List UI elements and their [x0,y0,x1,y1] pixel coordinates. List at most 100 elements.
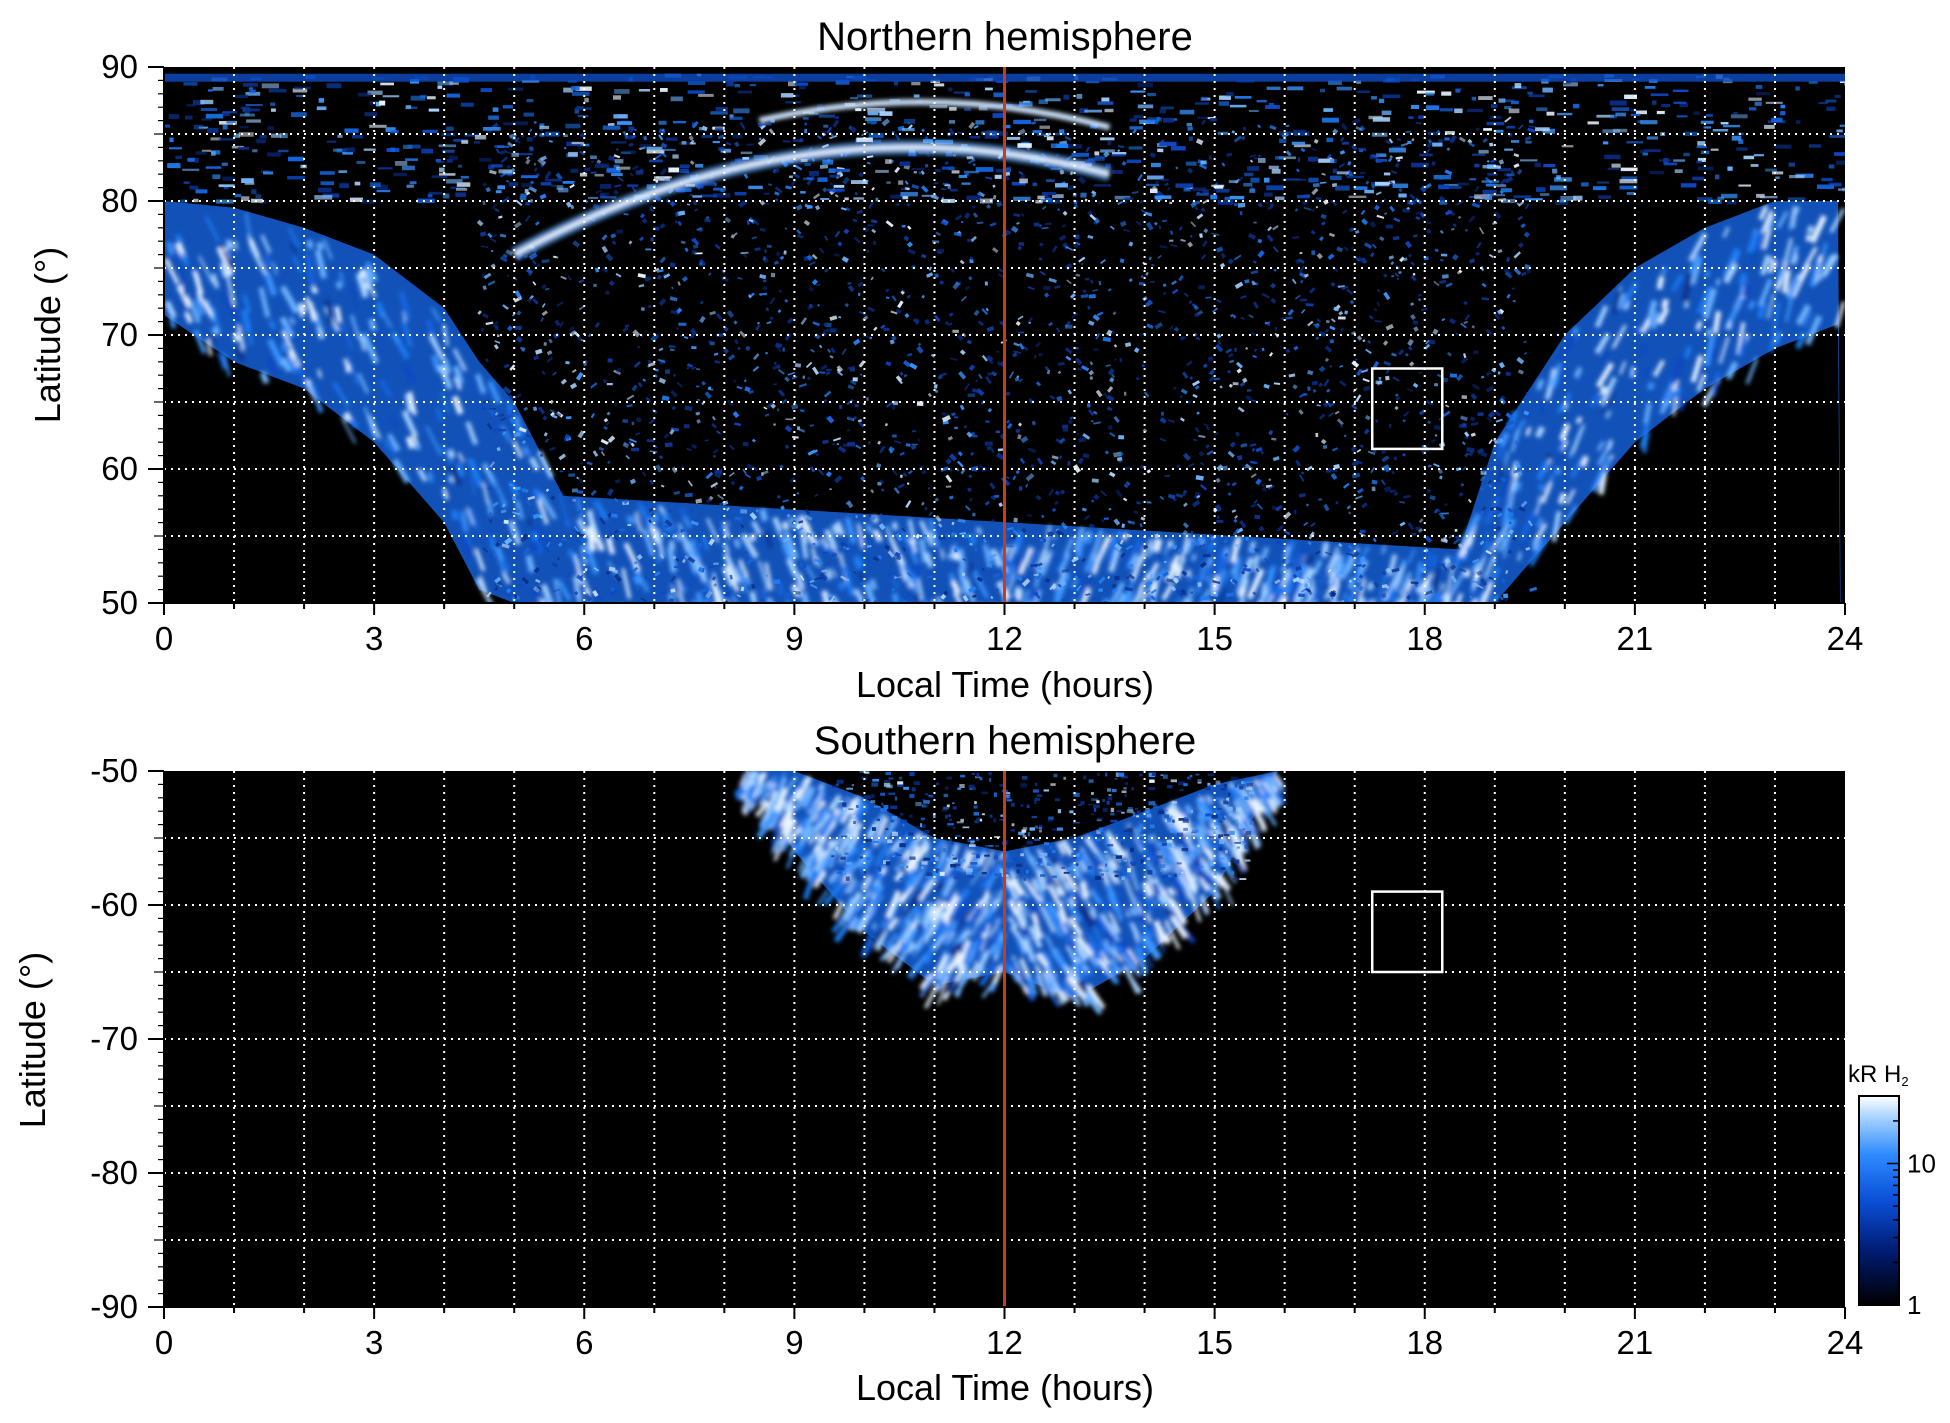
north-speckle [828,596,835,601]
north-polar-speckle [1258,158,1266,163]
north-polar-speckle [1398,193,1407,198]
north-band-streak [428,470,434,483]
north-speckle [599,517,606,526]
north-polar-speckle [1635,110,1647,115]
north-speckle [1252,260,1257,264]
north-polar-speckle [1642,152,1648,156]
north-polar-speckle [369,124,387,128]
north-speckle [765,351,768,355]
north-polar-speckle [1408,116,1414,119]
north-polar-speckle [729,116,743,120]
north-band-streak [606,536,615,554]
north-speckle [1170,495,1177,502]
north-band-streak [1290,570,1304,602]
north-speckle [509,364,516,371]
north-polar-speckle [356,161,366,164]
north-speckle [648,507,654,513]
north-band-streak [1733,248,1741,258]
north-polar-speckle [1271,168,1281,174]
north-speckle [1179,589,1187,596]
north-speckle [522,546,531,556]
north-speckle [1479,487,1485,492]
north-speckle [1123,228,1130,233]
north-speckle [1399,521,1406,527]
north-band-streak [776,581,785,597]
north-speckle [1093,421,1101,425]
north-polar-speckle [1775,176,1780,179]
north-speckle [546,356,554,364]
north-speckle [1388,255,1395,260]
north-speckle [541,310,548,317]
north-speckle [568,473,576,477]
north-speckle [1488,439,1493,445]
north-speckle [1419,566,1427,573]
north-panel: Northern hemisphere 0 3 6 9 12 15 18 21 24506070… [27,15,1863,705]
north-speckle [1359,125,1366,132]
north-polar-speckle [1250,177,1260,183]
north-speckle [1440,538,1449,544]
north-speckle [1420,307,1428,311]
north-speckle [927,392,932,398]
north-speckle [1246,389,1252,392]
north-speckle [853,338,861,346]
north-polar-speckle [900,191,918,197]
north-speckle [1312,182,1320,188]
north-speckle [890,587,896,592]
north-band-streak [900,530,916,553]
north-polar-speckle [407,144,421,149]
north-speckle [1272,455,1280,462]
north-band-streak [1611,324,1627,349]
north-polar-speckle [1427,131,1439,136]
north-speckle [779,464,784,469]
north-band-streak [1013,586,1022,598]
north-polar-speckle [237,147,249,150]
north-band-streak [1528,538,1548,567]
north-speckle [1173,386,1177,390]
north-polar-speckle [606,167,618,173]
north-band-streak [844,517,857,544]
north-speckle [1474,185,1480,193]
north-speckle [1293,345,1299,351]
north-polar-speckle [668,167,680,173]
north-polar-speckle [215,199,234,204]
north-speckle [526,156,530,160]
north-speckle [1044,292,1050,298]
north-speckle [814,204,821,211]
north-polar-speckle [798,86,806,90]
north-polar-speckle [1046,179,1055,182]
north-speckle [1123,391,1127,396]
north-speckle [1330,318,1336,323]
north-speckle [696,385,700,388]
north-polar-speckle [405,158,418,161]
north-speckle [1340,327,1345,332]
north-polar-speckle [1371,132,1388,137]
north-polar-speckle [1683,152,1690,157]
north-speckle [615,367,622,374]
north-speckle [684,555,689,560]
north-speckle [1415,210,1423,215]
north-speckle [721,543,727,549]
north-band-streak [1722,247,1737,277]
north-speckle [850,126,857,134]
north-band-streak [363,406,376,438]
north-polar-speckle [568,151,578,157]
north-polar-speckle [1780,104,1786,109]
north-polar-speckle [1788,162,1795,167]
north-speckle [503,519,509,525]
north-speckle [519,195,527,201]
north-speckle [1159,495,1165,501]
north-polar-speckle [1100,137,1115,141]
north-band-streak [706,517,720,543]
north-speckle [808,261,816,266]
north-speckle [622,418,629,424]
north-polar-speckle [1598,195,1612,199]
north-polar-speckle [234,193,242,198]
north-speckle [891,131,895,134]
north-band-streak [853,554,865,568]
north-speckle [907,470,913,475]
north-polar-speckle [850,97,858,100]
north-polar-speckle [898,180,904,185]
north-band-streak [685,541,700,572]
north-speckle [1338,310,1344,316]
north-band-streak [334,306,343,323]
